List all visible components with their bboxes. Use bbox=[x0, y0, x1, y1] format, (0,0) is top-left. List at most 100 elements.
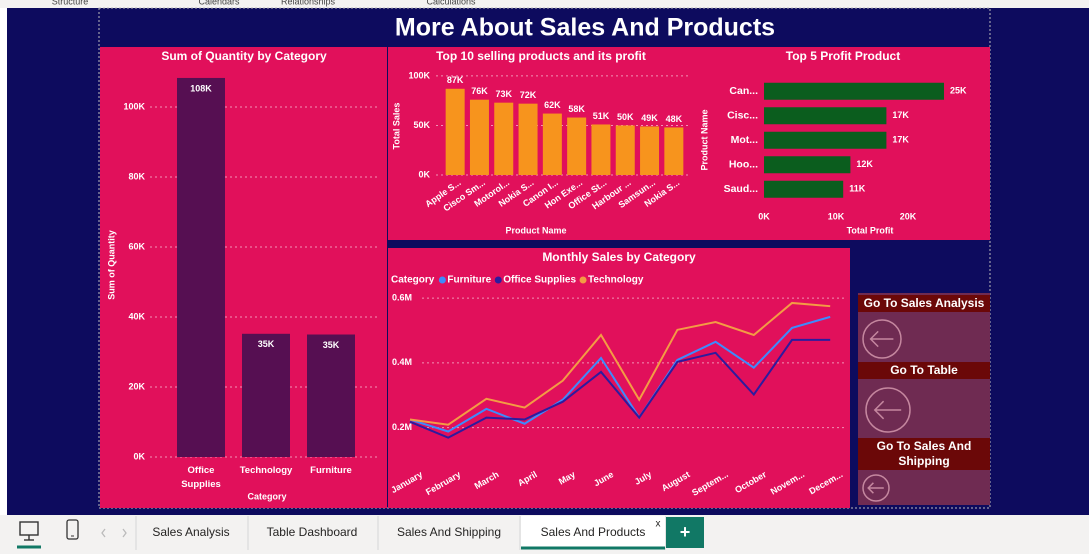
data-label: 25K bbox=[950, 86, 967, 96]
prev-page-arrow[interactable] bbox=[101, 528, 106, 538]
nav-button[interactable]: Go To Table Dashboard bbox=[890, 363, 958, 380]
chart-title: Top 5 Profit Product bbox=[786, 49, 900, 63]
data-label: 108K bbox=[190, 83, 212, 93]
data-label: 12K bbox=[856, 159, 873, 169]
data-label: 73K bbox=[495, 89, 512, 99]
ribbon-label: Calendars bbox=[198, 0, 240, 6]
button-header[interactable] bbox=[858, 295, 990, 312]
y-tick-label: 100K bbox=[408, 70, 430, 80]
legend-marker bbox=[438, 276, 446, 284]
nav-button-box[interactable]: Go To Sales And Shipping bbox=[858, 439, 990, 471]
back-arrow-icon[interactable] bbox=[865, 387, 911, 433]
y-tick-label: Can... bbox=[729, 85, 758, 97]
data-label: 87K bbox=[447, 75, 464, 85]
mobile-view-icon[interactable] bbox=[66, 519, 79, 540]
back-arrow[interactable] bbox=[869, 330, 894, 348]
y-tick-label: 0K bbox=[418, 169, 430, 179]
page-tab[interactable]: Sales And Shipping bbox=[397, 525, 501, 539]
data-label: 58K bbox=[568, 104, 585, 114]
y-axis-title: Sum of Quantity bbox=[106, 230, 116, 300]
nav-button-box[interactable]: Go To Table Dashboard bbox=[858, 363, 990, 380]
y-tick-label: 0.4M bbox=[392, 357, 412, 367]
bar bbox=[764, 107, 887, 125]
bar bbox=[764, 131, 887, 149]
bar bbox=[764, 156, 851, 174]
back-arrow-icon[interactable] bbox=[862, 474, 890, 502]
y-axis-title: Product Name bbox=[699, 109, 709, 170]
new-page-button[interactable] bbox=[666, 517, 704, 548]
series-line bbox=[409, 338, 831, 439]
bar bbox=[591, 124, 611, 175]
y-tick-label: 20K bbox=[128, 381, 145, 391]
x-tick-label: Furniture bbox=[310, 465, 352, 476]
y-tick-label: Cisc... bbox=[727, 110, 758, 122]
x-tick-label-box: Office Supplies bbox=[181, 465, 221, 490]
x-tick-label: Technology bbox=[239, 465, 293, 476]
nav-button[interactable]: Go To Sales And Shipping bbox=[876, 439, 972, 468]
y-tick-label: Mot... bbox=[731, 134, 758, 146]
chart-title: Sum of Quantity by Category bbox=[161, 49, 327, 63]
x-tick-label: 20K bbox=[900, 211, 917, 221]
chart-panel bbox=[388, 248, 850, 508]
chart-panel bbox=[388, 47, 690, 240]
x-axis-title: Total Profit bbox=[847, 225, 894, 235]
next-page-arrow[interactable] bbox=[122, 528, 127, 538]
report-title: More About Sales And Products bbox=[395, 14, 775, 42]
data-label: 17K bbox=[892, 135, 909, 145]
data-label: 35K bbox=[323, 340, 340, 350]
bar bbox=[542, 113, 562, 175]
y-tick-label: 0K bbox=[133, 451, 145, 461]
bar bbox=[615, 125, 635, 175]
button-header[interactable] bbox=[858, 438, 990, 470]
ribbon-label: Calculations bbox=[426, 0, 476, 6]
new-page-label[interactable]: + bbox=[680, 522, 691, 542]
back-arrow[interactable] bbox=[867, 482, 884, 494]
back-arrow-icon[interactable] bbox=[862, 319, 902, 359]
bar bbox=[469, 99, 489, 175]
data-label: 62K bbox=[544, 100, 561, 110]
bar bbox=[242, 333, 290, 457]
bar bbox=[307, 334, 355, 457]
button-panel bbox=[858, 293, 990, 505]
bar bbox=[177, 77, 225, 457]
y-axis-title: Total Sales bbox=[391, 103, 401, 150]
page-tab[interactable]: Table Dashboard bbox=[267, 525, 358, 539]
active-tab[interactable] bbox=[521, 516, 665, 549]
ribbon-label: Structure bbox=[52, 0, 89, 6]
legend-label: Office Supplies bbox=[503, 275, 576, 286]
y-tick-label: 100K bbox=[123, 101, 145, 111]
legend-title: Category bbox=[391, 275, 435, 286]
series-line bbox=[409, 301, 831, 426]
x-tick-label-box: Technology bbox=[239, 465, 293, 476]
x-tick-label: Office Supplies bbox=[181, 465, 221, 490]
chart-title: Top 10 selling products and its profit bbox=[436, 49, 646, 63]
back-arrow[interactable] bbox=[873, 400, 902, 420]
data-label: 72K bbox=[520, 90, 537, 100]
nav-button[interactable]: Go To Sales Analysis bbox=[863, 296, 985, 310]
button-header[interactable] bbox=[858, 362, 990, 379]
y-tick-label: Hoo... bbox=[729, 159, 758, 171]
y-tick-label: 40K bbox=[128, 311, 145, 321]
legend-marker bbox=[494, 276, 502, 284]
data-label: 48K bbox=[666, 114, 683, 124]
data-label: 50K bbox=[617, 112, 634, 122]
bar bbox=[445, 88, 465, 175]
legend-label: Furniture bbox=[447, 275, 491, 286]
x-tick-label-box: Furniture bbox=[310, 465, 352, 476]
data-label: 35K bbox=[258, 339, 275, 349]
x-tick-label: 0K bbox=[758, 211, 770, 221]
bar bbox=[764, 82, 944, 100]
close-tab[interactable]: x bbox=[656, 519, 661, 530]
y-tick-label: Saud... bbox=[724, 183, 759, 195]
data-label: 49K bbox=[641, 113, 658, 123]
bar bbox=[764, 180, 844, 198]
x-axis-title: Product Name bbox=[505, 225, 566, 235]
y-tick-label: 0.6M bbox=[392, 292, 412, 302]
desktop-view-icon[interactable] bbox=[17, 521, 41, 549]
page-tab[interactable]: Sales Analysis bbox=[152, 525, 229, 539]
nav-button-box[interactable]: Go To Sales Analysis bbox=[858, 296, 990, 313]
bar bbox=[518, 103, 538, 175]
x-tick-label: 10K bbox=[828, 211, 845, 221]
page-tab[interactable]: Sales And Products bbox=[541, 525, 646, 539]
